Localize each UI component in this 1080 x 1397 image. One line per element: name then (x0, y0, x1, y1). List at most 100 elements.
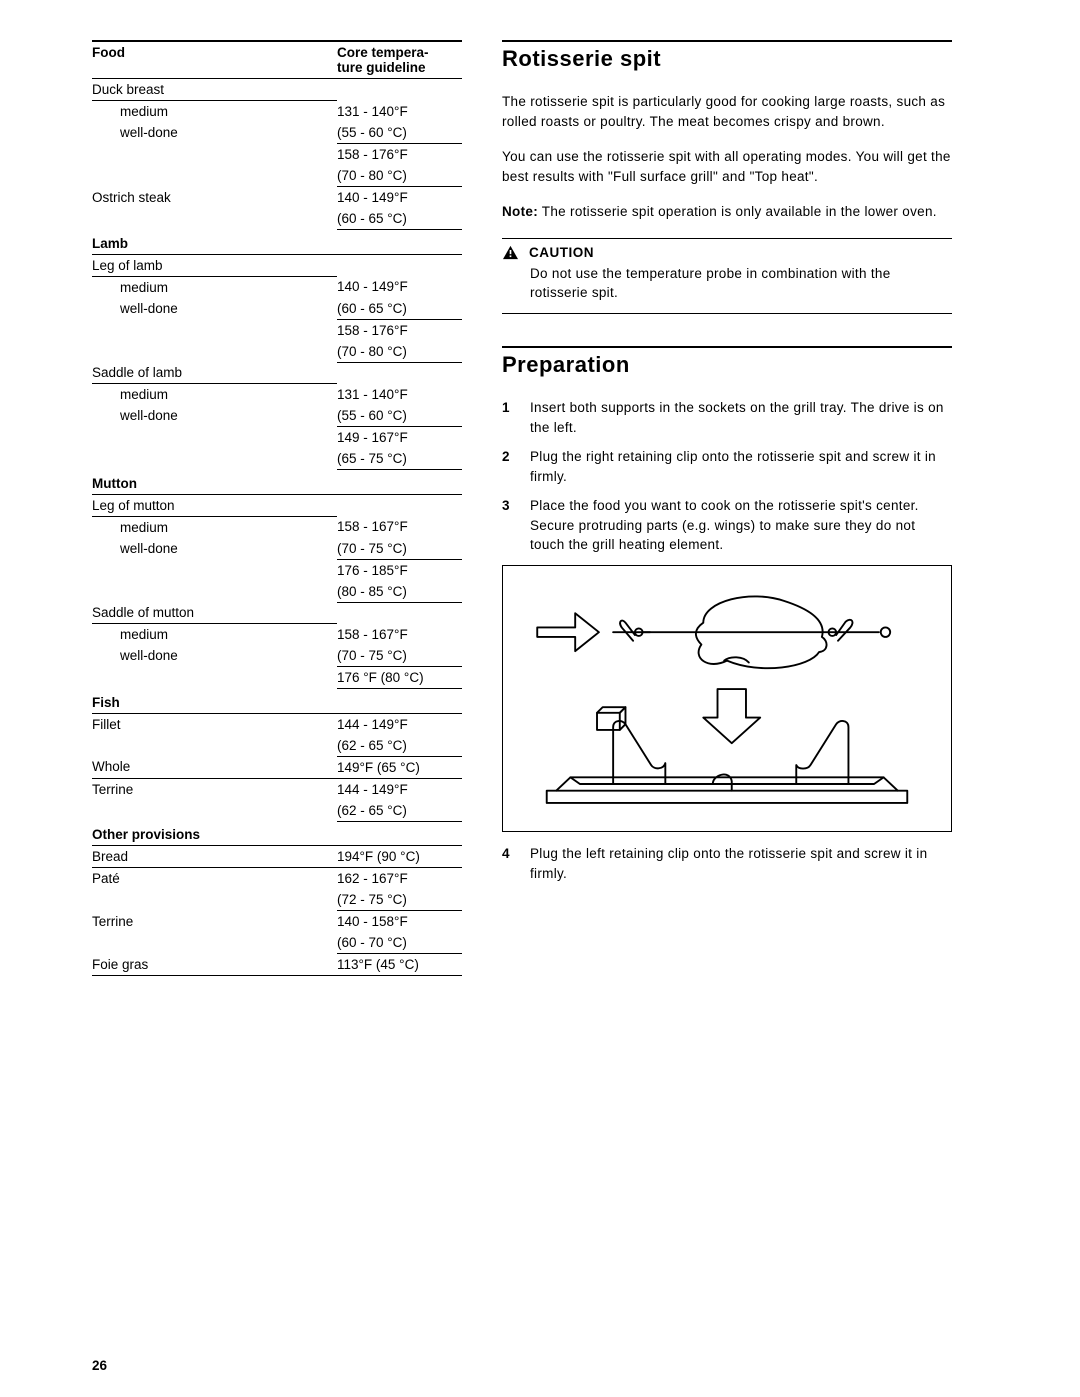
table-row: Ostrich steak140 - 149°F (92, 187, 462, 209)
table-cell-food: Lamb (92, 230, 337, 255)
table-cell-food: Fish (92, 689, 337, 714)
table-row: (72 - 75 °C) (92, 889, 462, 911)
table-cell-food: Saddle of lamb (92, 362, 337, 384)
table-cell-temp: 194°F (90 °C) (337, 846, 462, 868)
table-cell-temp: 140 - 149°F (337, 187, 462, 209)
table-cell-food (92, 427, 337, 449)
table-row: 158 - 176°F (92, 319, 462, 341)
table-cell-food: Fillet (92, 713, 337, 735)
table-cell-temp: (60 - 65 °C) (337, 298, 462, 320)
note-text: The rotisserie spit operation is only av… (538, 204, 937, 219)
step-3: 3 Place the food you want to cook on the… (502, 496, 952, 555)
th-temp-line2: ture guideline (337, 60, 426, 75)
table-row: (62 - 65 °C) (92, 735, 462, 757)
table-cell-food: medium (92, 516, 337, 538)
table-row: (62 - 65 °C) (92, 800, 462, 822)
table-cell-food: Bread (92, 846, 337, 868)
table-row: 149 - 167°F (92, 427, 462, 449)
table-row: Terrine140 - 158°F (92, 911, 462, 933)
rotisserie-note: Note: The rotisserie spit operation is o… (502, 202, 952, 222)
table-cell-temp: 162 - 167°F (337, 868, 462, 890)
table-cell-food: Whole (92, 756, 337, 778)
table-cell-temp: (60 - 65 °C) (337, 208, 462, 230)
caution-label: CAUTION (529, 245, 594, 260)
table-cell-food: Leg of mutton (92, 494, 337, 516)
table-cell-temp (337, 689, 462, 714)
table-cell-food: Ostrich steak (92, 187, 337, 209)
table-cell-food: medium (92, 276, 337, 298)
table-row: Leg of mutton (92, 494, 462, 516)
table-cell-temp (337, 230, 462, 255)
table-cell-food (92, 165, 337, 187)
table-row: (60 - 70 °C) (92, 932, 462, 954)
table-row: Mutton (92, 470, 462, 495)
table-row: well-done(60 - 65 °C) (92, 298, 462, 320)
table-cell-food: well-done (92, 122, 337, 144)
table-row: Foie gras113°F (45 °C) (92, 954, 462, 976)
step-num: 3 (502, 496, 516, 555)
table-cell-temp (337, 79, 462, 101)
table-cell-food (92, 559, 337, 581)
table-cell-food: medium (92, 624, 337, 646)
step-1: 1 Insert both supports in the sockets on… (502, 398, 952, 437)
table-row: (70 - 80 °C) (92, 165, 462, 187)
table-row: medium158 - 167°F (92, 516, 462, 538)
table-cell-temp (337, 470, 462, 495)
table-cell-temp: 158 - 167°F (337, 516, 462, 538)
table-cell-temp: 140 - 158°F (337, 911, 462, 933)
table-cell-temp: 149 - 167°F (337, 427, 462, 449)
table-cell-temp: (70 - 75 °C) (337, 645, 462, 667)
table-cell-temp: 113°F (45 °C) (337, 954, 462, 976)
table-row: (60 - 65 °C) (92, 208, 462, 230)
table-cell-temp: 131 - 140°F (337, 101, 462, 123)
table-cell-food (92, 581, 337, 603)
table-cell-food (92, 889, 337, 911)
table-cell-food: Leg of lamb (92, 254, 337, 276)
table-cell-temp: (55 - 60 °C) (337, 405, 462, 427)
rotisserie-para-2: You can use the rotisserie spit with all… (502, 147, 952, 186)
table-cell-temp: 144 - 149°F (337, 713, 462, 735)
table-cell-food (92, 144, 337, 166)
table-row: well-done(70 - 75 °C) (92, 645, 462, 667)
step-num: 1 (502, 398, 516, 437)
th-temp-line1: Core tempera- (337, 45, 429, 60)
table-row: 176 °F (80 °C) (92, 667, 462, 689)
table-cell-temp (337, 602, 462, 624)
step-4: 4 Plug the left retaining clip onto the … (502, 844, 952, 883)
table-cell-food (92, 800, 337, 822)
table-cell-temp: 140 - 149°F (337, 276, 462, 298)
table-cell-temp: 144 - 149°F (337, 778, 462, 800)
table-cell-temp: 158 - 176°F (337, 319, 462, 341)
table-cell-food: well-done (92, 298, 337, 320)
table-row: 158 - 176°F (92, 144, 462, 166)
table-cell-food (92, 341, 337, 363)
table-row: Lamb (92, 230, 462, 255)
caution-text: Do not use the temperature probe in comb… (502, 264, 952, 303)
rotisserie-illustration (502, 565, 952, 832)
table-row: Saddle of mutton (92, 602, 462, 624)
table-cell-temp: (80 - 85 °C) (337, 581, 462, 603)
table-cell-food: well-done (92, 538, 337, 560)
table-row: Fillet144 - 149°F (92, 713, 462, 735)
table-row: Terrine144 - 149°F (92, 778, 462, 800)
table-row: Fish (92, 689, 462, 714)
table-cell-food: Foie gras (92, 954, 337, 976)
step-text: Plug the left retaining clip onto the ro… (530, 844, 952, 883)
table-cell-temp: (62 - 65 °C) (337, 800, 462, 822)
table-cell-temp: 176 - 185°F (337, 559, 462, 581)
step-text: Insert both supports in the sockets on t… (530, 398, 952, 437)
table-cell-food: well-done (92, 645, 337, 667)
table-cell-temp: (70 - 80 °C) (337, 165, 462, 187)
note-label: Note: (502, 204, 538, 219)
table-cell-temp: 131 - 140°F (337, 384, 462, 406)
table-row: (65 - 75 °C) (92, 448, 462, 470)
table-cell-food (92, 448, 337, 470)
table-cell-temp: (70 - 80 °C) (337, 341, 462, 363)
preparation-steps-cont: 4 Plug the left retaining clip onto the … (502, 844, 952, 883)
table-cell-temp: 158 - 176°F (337, 144, 462, 166)
table-cell-temp (337, 254, 462, 276)
table-cell-food (92, 932, 337, 954)
step-text: Place the food you want to cook on the r… (530, 496, 952, 555)
step-num: 4 (502, 844, 516, 883)
table-row: medium131 - 140°F (92, 101, 462, 123)
